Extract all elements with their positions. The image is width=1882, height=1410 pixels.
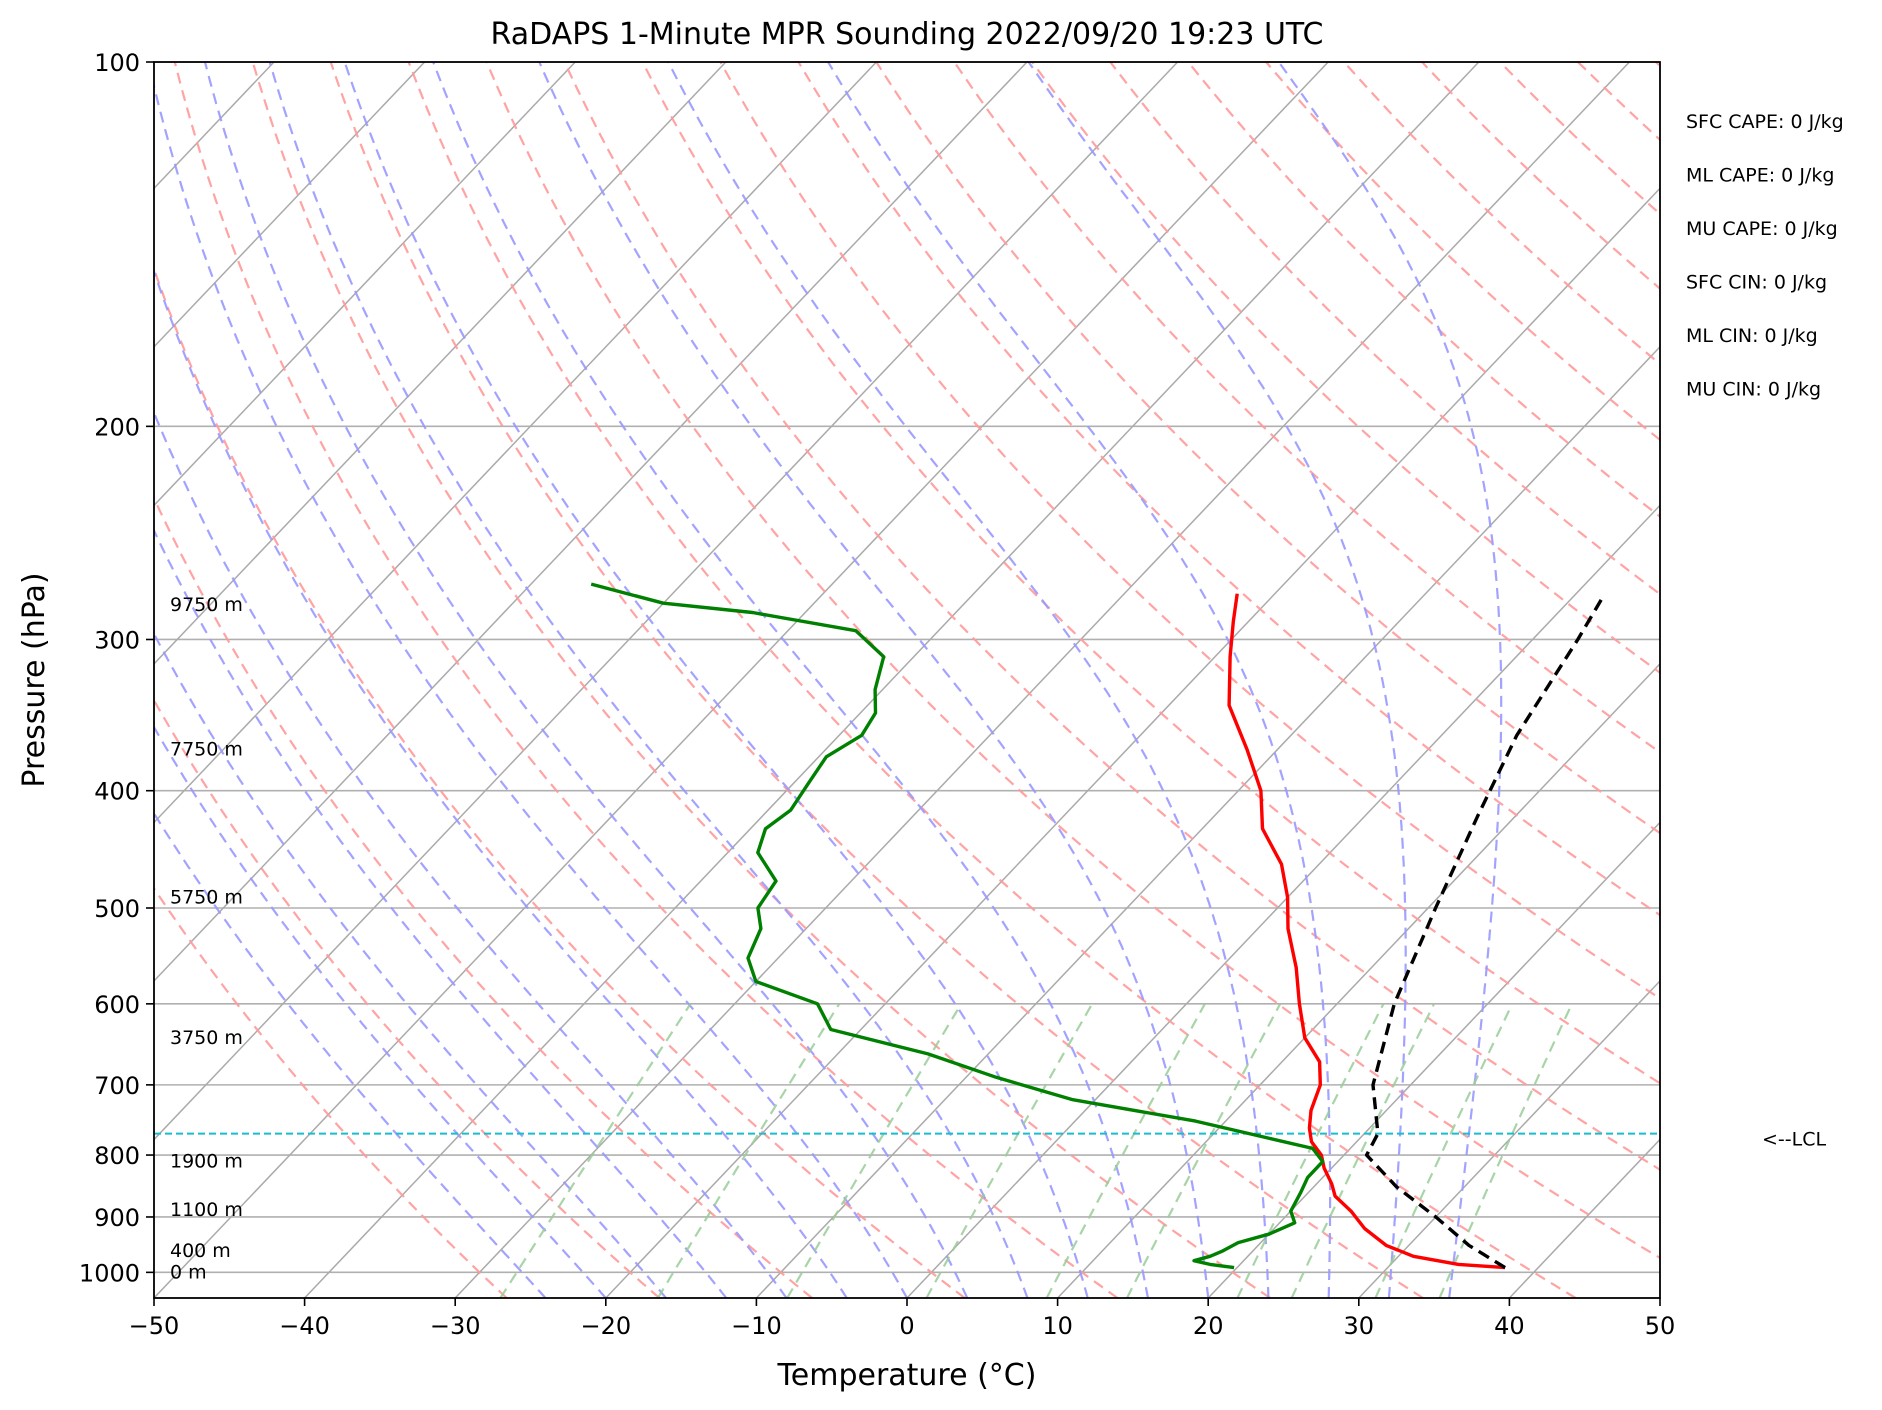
isotherm-line [907, 62, 1882, 1298]
x-tick-label: −30 [430, 1312, 481, 1340]
y-tick-label: 300 [94, 626, 140, 654]
dry-adiabat-line [798, 62, 1882, 1298]
y-tick-label: 100 [94, 49, 140, 77]
height-label: 9750 m [170, 594, 243, 616]
isotherm-line [0, 62, 726, 1298]
moist-adiabat-line [270, 62, 1028, 1298]
moist-adiabat-line [539, 62, 1208, 1298]
x-tick-label: −40 [279, 1312, 330, 1340]
lcl-label: <--LCL [1762, 1129, 1826, 1151]
y-axis-label: Pressure (hPa) [17, 572, 52, 787]
dry-adiabat-line [19, 62, 812, 1298]
height-label: 7750 m [170, 739, 243, 761]
y-tick-label: 1000 [79, 1259, 140, 1287]
sounding-profiles [154, 584, 1660, 1268]
dry-adiabat-line [720, 62, 1882, 1298]
dry-adiabat-line [1344, 62, 1882, 1298]
dry-adiabat-line [1110, 62, 1882, 1298]
stat-label: ML CAPE: 0 J/kg [1686, 165, 1834, 187]
dry-adiabat-line [1032, 62, 1882, 1298]
dry-adiabat-line [1500, 62, 1882, 1298]
temperature-profile-line [1229, 594, 1505, 1268]
moist-adiabat-line [1029, 62, 1406, 1298]
stat-label: MU CAPE: 0 J/kg [1686, 218, 1838, 240]
moist-adiabat-line [205, 62, 967, 1298]
parcel-profile-line [1367, 598, 1603, 1268]
y-tick-label: 500 [94, 895, 140, 923]
height-label: 400 m [170, 1240, 231, 1262]
stat-label: SFC CAPE: 0 J/kg [1686, 111, 1844, 133]
dry-adiabat-line [1422, 62, 1882, 1298]
dry-adiabat-line [1578, 62, 1882, 1298]
x-tick-label: 10 [1042, 1312, 1073, 1340]
height-label: 0 m [170, 1261, 207, 1283]
isotherm-line [1509, 62, 1882, 1298]
x-tick-label: −50 [129, 1312, 180, 1340]
dry-adiabat-line [643, 62, 1882, 1298]
dry-adiabat-line [1656, 62, 1882, 1298]
dry-adiabat-line [1266, 62, 1882, 1298]
moist-adiabat-line [345, 62, 1088, 1298]
x-axis-label: Temperature (°C) [777, 1358, 1037, 1393]
x-tick-label: 50 [1645, 1312, 1676, 1340]
dry-adiabat-line [175, 62, 1118, 1298]
moist-adiabat-line [52, 62, 786, 1298]
x-tick-label: −20 [580, 1312, 631, 1340]
isotherm-line [1058, 62, 1882, 1298]
isotherm-line [0, 62, 876, 1298]
x-tick-label: 30 [1344, 1312, 1375, 1340]
dry-adiabat-line [0, 62, 507, 1298]
height-label: 3750 m [170, 1027, 243, 1049]
y-tick-label: 900 [94, 1204, 140, 1232]
y-tick-label: 600 [94, 991, 140, 1019]
moist-adiabat-line [433, 62, 1148, 1298]
mixing-ratio-line [787, 1004, 961, 1298]
y-tick-label: 200 [94, 413, 140, 441]
isotherm-line [1660, 62, 1882, 1298]
moist-adiabat-line [148, 62, 907, 1298]
chart-title: RaDAPS 1-Minute MPR Sounding 2022/09/20 … [491, 17, 1324, 52]
height-label: 1900 m [170, 1151, 243, 1173]
isotherm-line [3, 62, 1177, 1298]
stat-label: ML CIN: 0 J/kg [1686, 325, 1818, 347]
y-tick-label: 400 [94, 778, 140, 806]
moist-adiabat-line [0, 62, 666, 1298]
dry-adiabat-line [954, 62, 1882, 1298]
background-reference-lines [0, 62, 1882, 1298]
dry-adiabat-line [487, 62, 1729, 1298]
x-tick-label: −10 [731, 1312, 782, 1340]
height-label: 1100 m [170, 1199, 243, 1221]
mixing-ratio-line [927, 1004, 1093, 1298]
moist-adiabat-line [98, 62, 847, 1298]
mixing-ratio-line [658, 1004, 840, 1298]
moist-adiabat-line [0, 62, 546, 1298]
stat-label: SFC CIN: 0 J/kg [1686, 272, 1827, 294]
x-tick-label: 20 [1193, 1312, 1224, 1340]
isotherm-line [756, 62, 1882, 1298]
isotherm-line [1359, 62, 1882, 1298]
height-label: 5750 m [170, 886, 243, 908]
moist-adiabat-line [0, 62, 606, 1298]
stat-label: MU CIN: 0 J/kg [1686, 379, 1821, 401]
isotherm-line [606, 62, 1780, 1298]
y-tick-label: 800 [94, 1142, 140, 1170]
isotherm-line [1811, 62, 1882, 1298]
y-tick-label: 700 [94, 1072, 140, 1100]
mixing-ratio-line [1375, 1004, 1512, 1298]
x-tick-label: 0 [899, 1312, 914, 1340]
isotherm-line [305, 62, 1479, 1298]
dry-adiabat-line [97, 62, 965, 1298]
x-tick-label: 40 [1494, 1312, 1525, 1340]
isotherm-line [0, 62, 575, 1298]
